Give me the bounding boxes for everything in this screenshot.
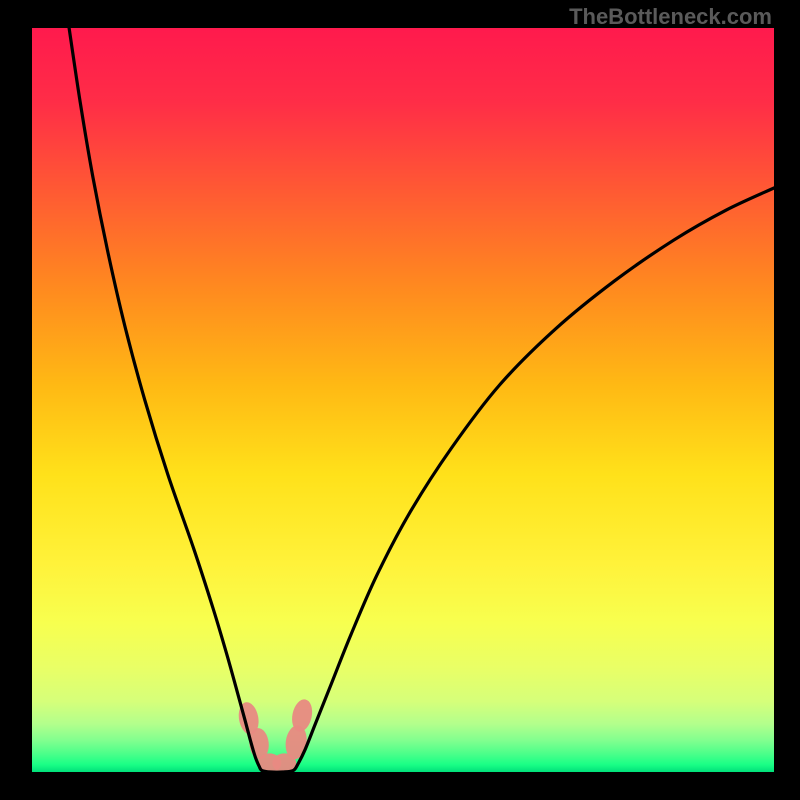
curve-layer <box>32 28 774 772</box>
plot-area <box>32 28 774 772</box>
watermark-text: TheBottleneck.com <box>569 4 772 30</box>
v-curve-path <box>69 28 774 772</box>
